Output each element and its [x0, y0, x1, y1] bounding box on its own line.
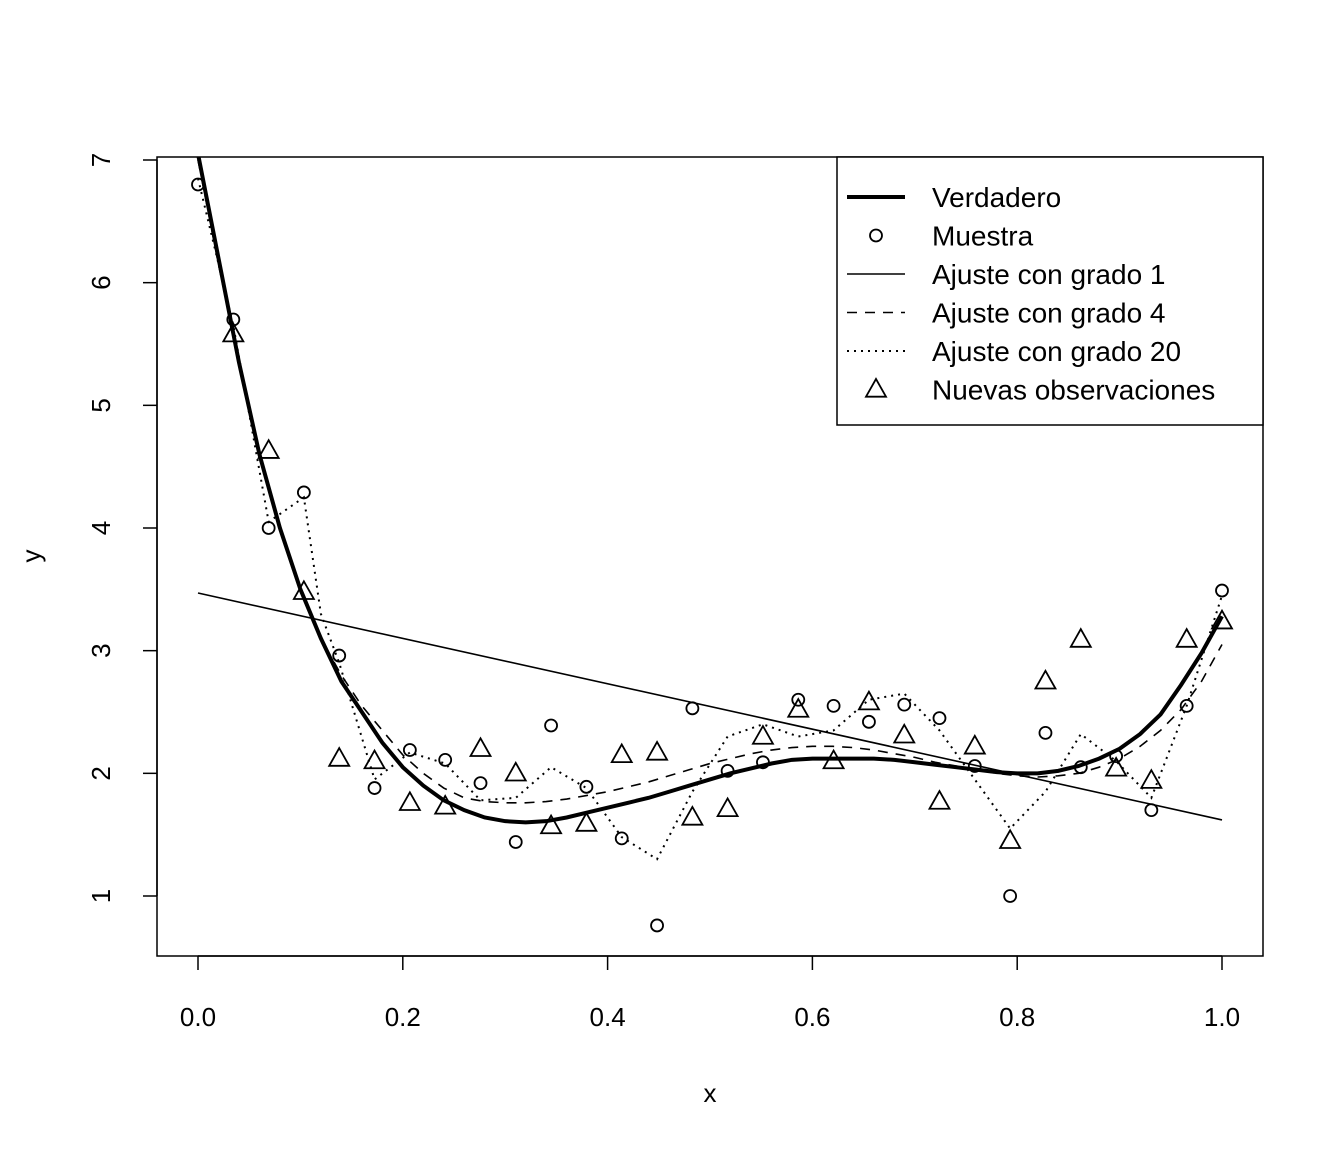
new-observation-point: [398, 790, 422, 811]
y-tick-label: 4: [86, 521, 116, 535]
new-observation-point: [645, 740, 669, 761]
y-tick-label: 1: [86, 889, 116, 903]
new-observation-point: [680, 805, 704, 826]
sample-point: [332, 648, 347, 663]
sample-point: [1179, 698, 1194, 713]
legend-label: Ajuste con grado 20: [932, 336, 1181, 367]
x-tick-label: 0.2: [385, 1002, 421, 1032]
y-tick-label: 5: [86, 398, 116, 412]
sample-point: [473, 776, 488, 791]
y-tick-label: 2: [86, 766, 116, 780]
new-observation-point: [786, 697, 810, 718]
y-tick-label: 6: [86, 275, 116, 289]
sample-point: [650, 918, 664, 933]
x-tick-label: 0.6: [794, 1002, 830, 1032]
x-tick-label: 0.4: [590, 1002, 626, 1032]
legend-label: Ajuste con grado 4: [932, 298, 1166, 329]
sample-point: [261, 521, 276, 535]
sample-point: [367, 781, 382, 795]
x-tick-label: 0.8: [999, 1002, 1035, 1032]
new-observation-point: [362, 748, 387, 770]
new-observation-point: [963, 734, 987, 755]
new-observation-point: [1175, 627, 1199, 648]
new-observation-point: [504, 761, 528, 782]
y-tick-label: 7: [86, 153, 116, 167]
sample-point: [544, 718, 558, 733]
new-observation-point: [574, 811, 598, 832]
sample-point: [1038, 725, 1053, 740]
sample-point: [685, 701, 700, 716]
legend-label: Muestra: [932, 221, 1034, 252]
sample-point: [862, 714, 876, 729]
sample-point: [508, 835, 523, 849]
sample-point: [191, 177, 205, 192]
new-observation-point: [857, 689, 881, 711]
sample-point: [1215, 583, 1229, 598]
new-observation-point: [822, 748, 846, 770]
sample-point: [579, 779, 594, 794]
sample-point: [296, 485, 311, 500]
new-observation-point: [221, 321, 245, 343]
y-tick-label: 3: [86, 643, 116, 657]
new-observation-point: [1033, 669, 1058, 690]
legend-box: [836, 156, 1264, 426]
new-observation-point: [610, 742, 634, 764]
new-observation-point: [468, 736, 493, 757]
legend-symbol: [864, 377, 888, 398]
x-tick-label: 1.0: [1204, 1002, 1240, 1032]
x-axis: 0.0 0.2 0.4 0.6 0.8 1.0: [180, 955, 1240, 1032]
sample-point: [897, 697, 912, 712]
y-axis: 1 2 3 4 5 6 7: [86, 153, 158, 903]
legend-symbol: [869, 228, 883, 243]
legend-label: Ajuste con grado 1: [932, 259, 1166, 290]
new-observation-point: [1104, 756, 1128, 777]
plot-area: [191, 157, 1234, 933]
sample-point: [1003, 889, 1018, 903]
sample-point: [1144, 803, 1159, 818]
new-observation-point: [927, 789, 952, 810]
legend: Verdadero Muestra Ajuste con grado 1 Ajuste…: [836, 156, 1264, 426]
sample-point: [720, 763, 735, 778]
new-observation-point: [433, 794, 457, 815]
sample-point: [756, 755, 770, 770]
sample-point: [1109, 749, 1124, 764]
y-axis-title: y: [16, 550, 46, 563]
new-observation-point: [1210, 608, 1234, 630]
legend-label: Nuevas observaciones: [932, 375, 1215, 406]
series-line-ajuste-con-grado-1: [197, 592, 1223, 821]
sample-point: [826, 698, 841, 713]
x-axis-title: x: [704, 1078, 717, 1108]
series-line-verdadero: [196, 157, 1224, 825]
x-tick-label: 0.0: [180, 1002, 216, 1032]
sample-point: [791, 692, 806, 707]
new-observation-point: [716, 796, 740, 818]
legend-label: Verdadero: [932, 182, 1061, 213]
new-observation-point: [998, 828, 1022, 849]
new-observation-point: [1069, 627, 1093, 648]
new-observation-point: [257, 438, 281, 459]
sample-point: [614, 831, 629, 846]
sample-point: [1073, 760, 1088, 775]
sample-point: [402, 743, 417, 757]
new-observation-point: [892, 722, 916, 744]
new-observation-point: [751, 724, 775, 745]
new-observation-point: [1139, 768, 1163, 789]
series-line-ajuste-con-grado-4: [197, 159, 1223, 804]
new-observation-point: [292, 579, 316, 600]
new-observation-point: [539, 813, 563, 835]
new-observation-point: [327, 746, 351, 767]
sample-point: [967, 759, 982, 773]
sample-point: [438, 752, 453, 767]
sample-point: [932, 711, 947, 726]
